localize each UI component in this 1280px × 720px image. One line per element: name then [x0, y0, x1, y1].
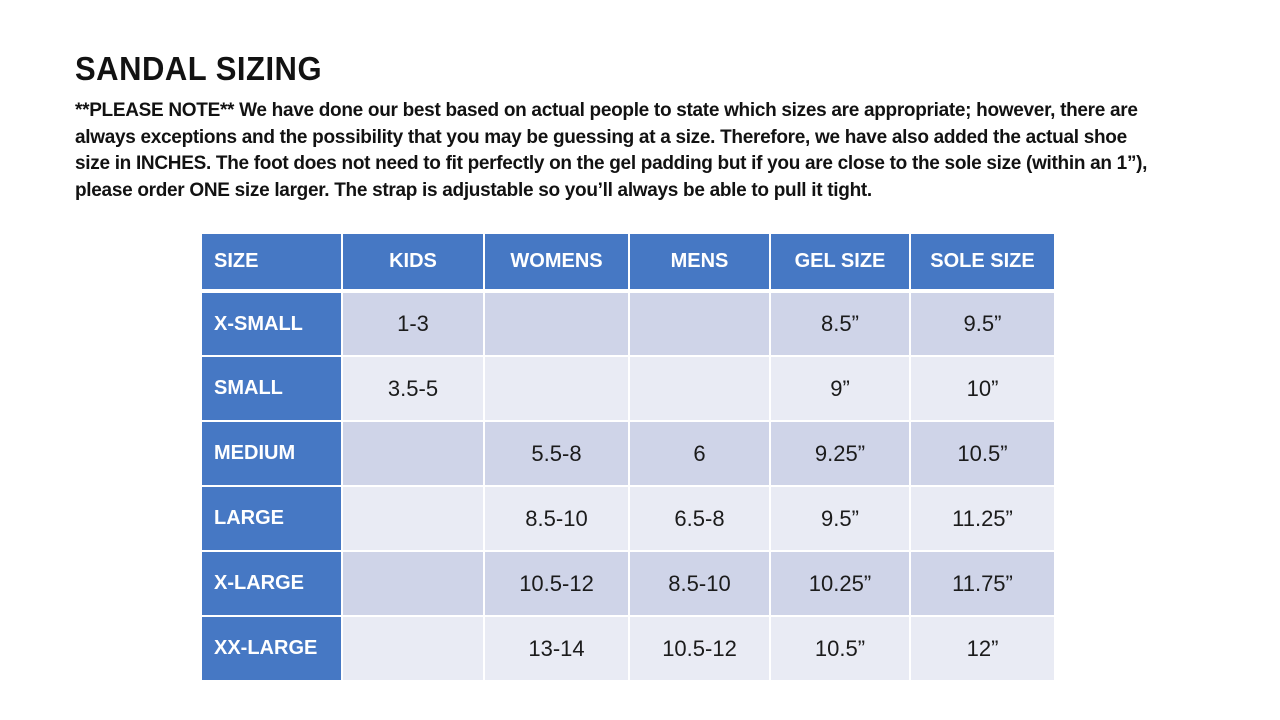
table-row-medium: MEDIUM 5.5-8 6 9.25” 10.5”	[200, 420, 1056, 487]
cell-gel-size: 9.25”	[769, 420, 911, 487]
cell-kids	[341, 550, 485, 617]
note-line-3: size in INCHES. The foot does not need t…	[75, 153, 1148, 174]
cell-gel-size: 8.5”	[769, 290, 911, 357]
table-header-row: SIZE KIDS WOMENS MENS GEL SIZE SOLE SIZE	[200, 232, 1056, 293]
cell-sole-size: 10.5”	[909, 420, 1056, 487]
column-header-gel-size: GEL SIZE	[769, 232, 911, 293]
table-row-xx-large: XX-LARGE 13-14 10.5-12 10.5” 12”	[200, 615, 1056, 682]
cell-womens: 8.5-10	[483, 485, 630, 552]
row-label: SMALL	[200, 355, 343, 422]
cell-kids	[341, 615, 485, 682]
row-label: MEDIUM	[200, 420, 343, 487]
column-header-kids: KIDS	[341, 232, 485, 293]
cell-kids	[341, 485, 485, 552]
note-line-4: please order ONE size larger. The strap …	[75, 179, 872, 201]
cell-mens: 10.5-12	[628, 615, 771, 682]
sizing-table: SIZE KIDS WOMENS MENS GEL SIZE SOLE SIZE…	[200, 232, 1056, 682]
row-label: X-SMALL	[200, 290, 343, 357]
cell-sole-size: 10”	[909, 355, 1056, 422]
cell-womens: 10.5-12	[483, 550, 630, 617]
cell-sole-size: 12”	[909, 615, 1056, 682]
cell-sole-size: 11.75”	[909, 550, 1056, 617]
cell-mens	[628, 290, 771, 357]
column-header-mens: MENS	[628, 232, 771, 293]
cell-gel-size: 9.5”	[769, 485, 911, 552]
column-header-sole-size: SOLE SIZE	[909, 232, 1056, 293]
note-line-1: **PLEASE NOTE** We have done our best ba…	[75, 100, 1138, 121]
table-row-x-large: X-LARGE 10.5-12 8.5-10 10.25” 11.75”	[200, 550, 1056, 617]
note-line-2: always exceptions and the possibility th…	[75, 126, 1127, 148]
cell-sole-size: 9.5”	[909, 290, 1056, 357]
cell-kids	[341, 420, 485, 487]
table-row-x-small: X-SMALL 1-3 8.5” 9.5”	[200, 290, 1056, 357]
table-row-small: SMALL 3.5-5 9” 10”	[200, 355, 1056, 422]
cell-gel-size: 10.5”	[769, 615, 911, 682]
cell-sole-size: 11.25”	[909, 485, 1056, 552]
page-title: SANDAL SIZING	[75, 50, 323, 88]
cell-gel-size: 9”	[769, 355, 911, 422]
column-header-size: SIZE	[200, 232, 343, 293]
row-label: X-LARGE	[200, 550, 343, 617]
cell-kids: 3.5-5	[341, 355, 485, 422]
cell-womens	[483, 355, 630, 422]
header-block: SANDAL SIZING **PLEASE NOTE** We have do…	[75, 50, 1215, 204]
cell-mens: 6	[628, 420, 771, 487]
cell-kids: 1-3	[341, 290, 485, 357]
cell-mens: 6.5-8	[628, 485, 771, 552]
cell-mens	[628, 355, 771, 422]
row-label: LARGE	[200, 485, 343, 552]
table-row-large: LARGE 8.5-10 6.5-8 9.5” 11.25”	[200, 485, 1056, 552]
cell-gel-size: 10.25”	[769, 550, 911, 617]
cell-mens: 8.5-10	[628, 550, 771, 617]
row-label: XX-LARGE	[200, 615, 343, 682]
cell-womens	[483, 290, 630, 357]
cell-womens: 5.5-8	[483, 420, 630, 487]
cell-womens: 13-14	[483, 615, 630, 682]
column-header-womens: WOMENS	[483, 232, 630, 293]
